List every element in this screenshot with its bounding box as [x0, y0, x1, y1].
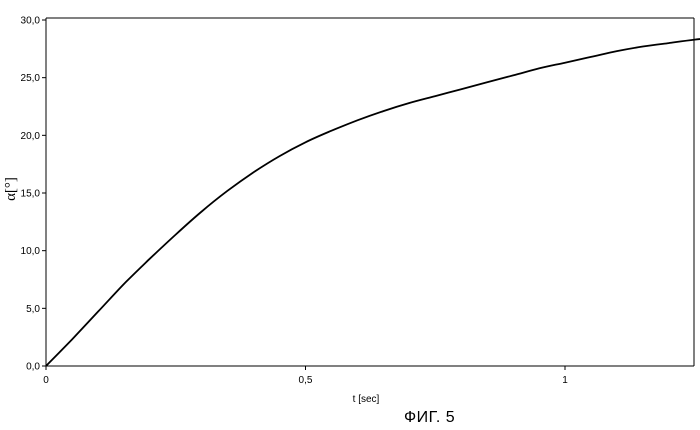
- y-ticks: 0,0 5,0 10,0 15,0 20,0 25,0 30,0: [21, 16, 46, 373]
- y-tick-label: 30,0: [21, 16, 41, 27]
- series-line: [46, 28, 700, 366]
- figure-caption: ФИГ. 5: [404, 409, 455, 427]
- plot-area: [46, 18, 694, 366]
- series-layer: [46, 28, 700, 366]
- y-tick-label: 10,0: [21, 246, 41, 257]
- x-tick-label: 1: [562, 375, 568, 386]
- x-tick-label: 0,5: [299, 375, 313, 386]
- x-axis-label: t [sec]: [353, 394, 380, 405]
- y-axis-label: α[°]: [3, 177, 19, 201]
- y-tick-label: 5,0: [26, 304, 40, 315]
- y-tick-label: 25,0: [21, 73, 41, 84]
- y-tick-label: 0,0: [26, 362, 40, 373]
- x-ticks: 00,511,512: [43, 366, 700, 386]
- y-tick-label: 15,0: [21, 189, 41, 200]
- x-tick-label: 0: [43, 375, 49, 386]
- y-tick-label: 20,0: [21, 131, 41, 142]
